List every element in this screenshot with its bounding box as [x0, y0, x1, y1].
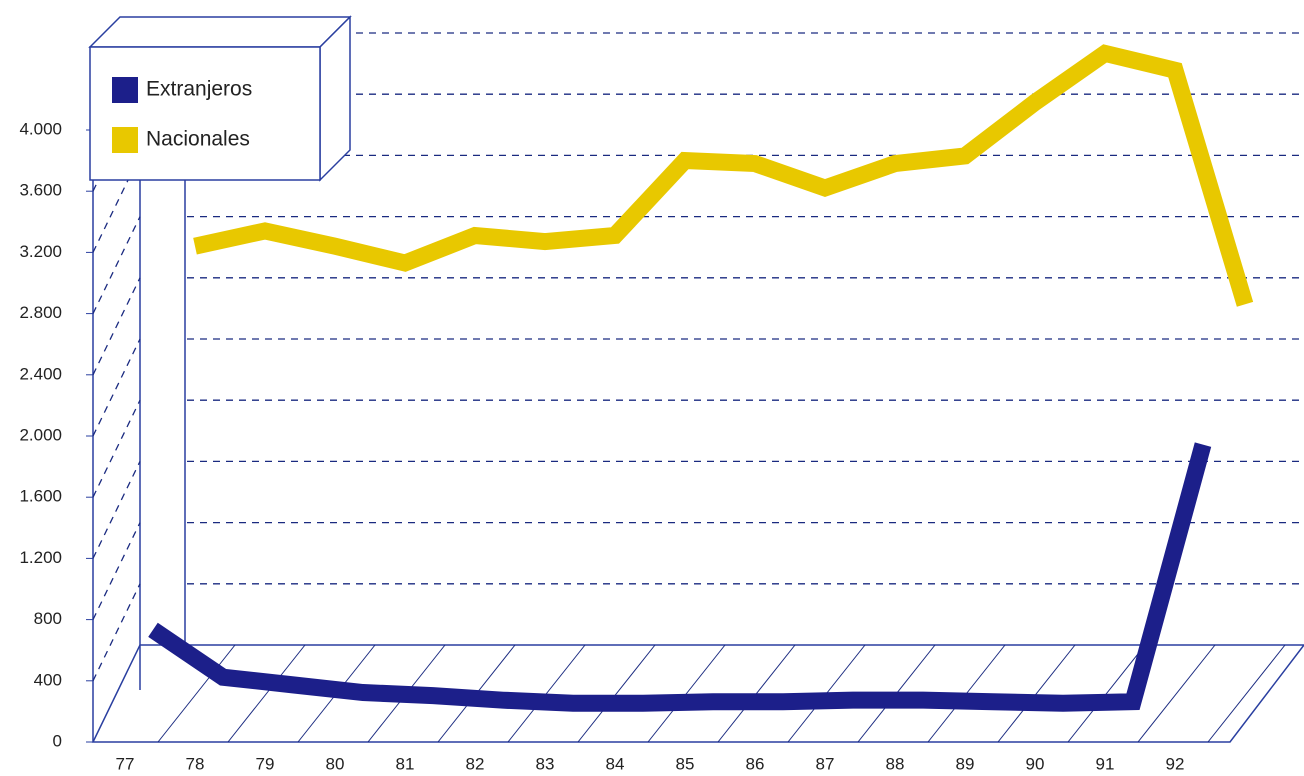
y-tick-label: 2.000 — [19, 425, 62, 444]
y-tick-label: 1.600 — [19, 487, 62, 506]
y-tick-label: 0 — [53, 731, 62, 750]
floor-line — [997, 644, 1076, 743]
floor-line — [1207, 644, 1286, 743]
x-tick-label: 83 — [536, 754, 555, 773]
x-tick-label: 78 — [186, 754, 205, 773]
wall-grid-line — [92, 216, 141, 314]
wall-grid-line — [92, 461, 141, 559]
floor-line — [227, 644, 306, 743]
y-tick-label: 2.400 — [19, 364, 62, 383]
floor-line — [577, 644, 656, 743]
wall-grid-line — [92, 277, 141, 376]
legend-side — [319, 15, 351, 182]
wall-grid-line — [92, 155, 141, 253]
y-tick-label: 3.600 — [19, 181, 62, 200]
y-tick-label: 400 — [34, 670, 62, 689]
x-tick-label: 79 — [256, 754, 275, 773]
x-tick-label: 88 — [886, 754, 905, 773]
legend-swatch — [112, 127, 138, 153]
wall-grid-line — [92, 522, 141, 620]
x-tick-label: 86 — [746, 754, 765, 773]
x-tick-label: 92 — [1166, 754, 1185, 773]
x-tick-label: 91 — [1096, 754, 1115, 773]
series-line — [148, 442, 1212, 712]
legend: Extranjeros Nacionales — [88, 15, 352, 182]
y-tick-label: 2.800 — [19, 303, 62, 322]
x-tick-label: 90 — [1026, 754, 1045, 773]
wall-grid-line — [92, 583, 141, 682]
x-tick-label: 84 — [606, 754, 625, 773]
x-tick-label: 82 — [466, 754, 485, 773]
legend-label: Extranjeros — [146, 78, 252, 101]
series-line — [193, 44, 1254, 307]
x-tick-label: 87 — [816, 754, 835, 773]
legend-label: Nacionales — [146, 128, 250, 151]
legend-top — [88, 16, 352, 48]
x-tick-label: 77 — [116, 754, 135, 773]
x-tick-label: 81 — [396, 754, 415, 773]
floor-line — [507, 644, 586, 743]
floor — [91, 644, 1304, 743]
wall-grid-line — [92, 338, 141, 437]
x-tick-label: 80 — [326, 754, 345, 773]
y-tick-label: 800 — [34, 609, 62, 628]
legend-swatch — [112, 77, 138, 103]
legend-box — [89, 46, 321, 181]
x-tick-label: 85 — [676, 754, 695, 773]
floor-line — [1137, 644, 1216, 743]
y-tick-label: 1.200 — [19, 548, 62, 567]
floor-line — [157, 644, 236, 743]
x-tick-label: 89 — [956, 754, 975, 773]
y-tick-label: 3.200 — [19, 242, 62, 261]
floor-line — [1067, 644, 1146, 743]
y-tick-label: 4.000 — [19, 119, 62, 138]
wall-grid-line — [92, 399, 141, 498]
floor-line — [647, 644, 726, 743]
